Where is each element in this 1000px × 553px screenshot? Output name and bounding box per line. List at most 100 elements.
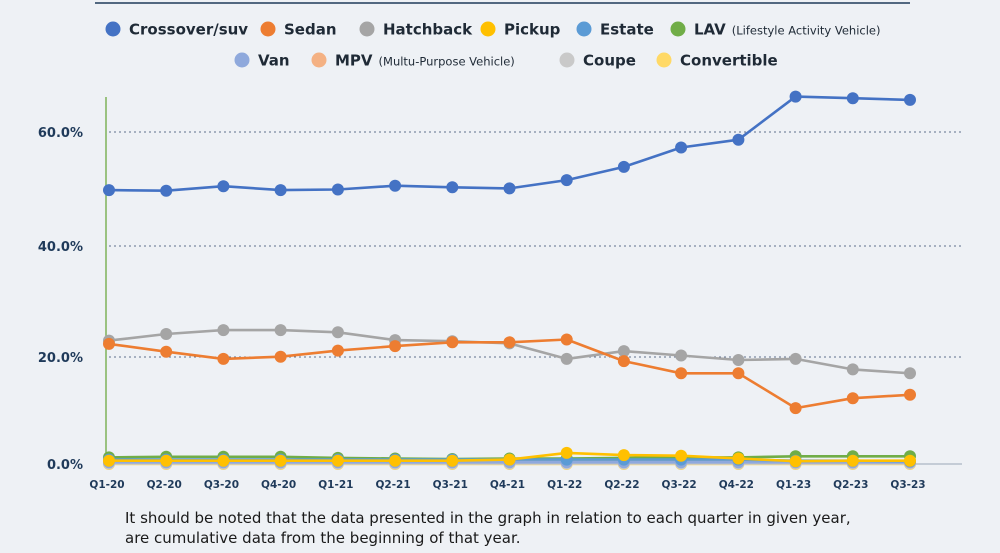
data-point-pickup (789, 455, 802, 468)
data-point-pickup (846, 454, 859, 467)
data-point-hatchback (675, 349, 688, 362)
data-point-crossover-suv (217, 180, 230, 193)
legend-sublabel: (Multu-Purpose Vehicle) (379, 55, 515, 69)
legend-marker (105, 21, 121, 37)
y-tick-label: 20.0% (38, 351, 83, 366)
legend-marker (559, 52, 575, 68)
legend-item-coupe: Coupe (559, 52, 636, 70)
legend-label: Estate (600, 21, 654, 39)
data-point-pickup (446, 454, 459, 467)
legend-label: Pickup (504, 21, 561, 39)
legend-item-hatchback: Hatchback (359, 21, 473, 39)
legend-item-sedan: Sedan (260, 21, 337, 39)
data-point-hatchback (274, 324, 287, 337)
data-point-crossover-suv (160, 184, 173, 197)
series-line-crossover-suv (108, 95, 911, 192)
legend-label: Coupe (583, 52, 636, 70)
data-point-crossover-suv (103, 184, 115, 197)
x-tick-label: Q3-21 (433, 479, 468, 491)
data-point-pickup (331, 454, 344, 467)
data-point-hatchback (732, 354, 745, 366)
x-tick-label: Q3-20 (204, 479, 239, 491)
legend-marker (311, 52, 327, 68)
legend-item-crossover-suv: Crossover/suv (105, 21, 248, 39)
legend-item-lav: LAV (Lifestyle Activity Vehicle) (670, 21, 881, 39)
data-point-sedan (675, 367, 688, 380)
legend-marker (670, 21, 686, 37)
data-point-sedan (446, 336, 459, 349)
data-point-crossover-suv (846, 92, 859, 105)
footnote-line-1: It should be noted that the data present… (125, 509, 851, 527)
data-point-hatchback (789, 352, 802, 365)
data-point-sedan (617, 355, 630, 368)
legend-label: LAV (Lifestyle Activity Vehicle) (694, 21, 881, 39)
data-point-crossover-suv (732, 133, 745, 146)
x-tick-label: Q4-22 (719, 479, 754, 491)
data-point-pickup (560, 446, 573, 459)
x-tick-label: Q1-23 (776, 479, 811, 491)
data-point-hatchback (617, 345, 630, 358)
data-point-crossover-suv (503, 182, 516, 195)
legend-label: Crossover/suv (129, 21, 248, 39)
x-tick-label: Q4-20 (261, 479, 296, 491)
data-point-crossover-suv (331, 183, 344, 196)
data-point-sedan (103, 337, 115, 350)
data-point-pickup (503, 453, 516, 466)
data-point-crossover-suv (789, 90, 802, 103)
legend-marker (359, 21, 375, 37)
series-sedan (103, 333, 916, 415)
legend-marker (234, 52, 250, 68)
legend-label: MPV (Multu-Purpose Vehicle) (335, 52, 515, 70)
series-pickup (103, 446, 916, 468)
series-line-sedan (108, 338, 911, 410)
legend-item-convertible: Convertible (656, 52, 778, 70)
data-point-hatchback (560, 352, 573, 365)
x-tick-label: Q3-23 (890, 479, 925, 491)
legend-item-mpv: MPV (Multu-Purpose Vehicle) (311, 52, 515, 70)
legend-item-estate: Estate (576, 21, 654, 39)
footnote-line-2: are cumulative data from the beginning o… (125, 529, 521, 547)
legend-marker (576, 21, 592, 37)
data-point-sedan (503, 336, 516, 349)
data-point-pickup (617, 449, 630, 462)
x-tick-label: Q1-20 (89, 479, 124, 491)
x-tick-label: Q3-22 (662, 479, 697, 491)
legend-sublabel: (Lifestyle Activity Vehicle) (732, 24, 881, 38)
y-tick-label: 60.0% (38, 126, 83, 141)
legend-label: Convertible (680, 52, 778, 70)
legend-label: Hatchback (383, 21, 473, 39)
legend-marker (656, 52, 672, 68)
data-point-pickup (160, 454, 173, 467)
data-point-hatchback (217, 324, 230, 337)
x-tick-label: Q1-21 (318, 479, 353, 491)
data-point-pickup (103, 454, 115, 467)
x-tick-label: Q2-22 (604, 479, 639, 491)
data-point-crossover-suv (675, 141, 688, 154)
data-point-hatchback (904, 367, 916, 380)
data-point-pickup (274, 454, 287, 467)
data-point-crossover-suv (904, 93, 916, 106)
legend-marker (480, 21, 496, 37)
data-point-crossover-suv (446, 181, 459, 194)
legend-marker (260, 21, 276, 37)
data-point-hatchback (846, 363, 859, 376)
data-point-crossover-suv (274, 184, 287, 197)
data-point-sedan (789, 402, 802, 415)
legend-item-van: Van (234, 52, 290, 70)
data-point-sedan (389, 340, 402, 353)
data-point-sedan (846, 392, 859, 405)
x-tick-label: Q4-21 (490, 479, 525, 491)
data-point-pickup (904, 454, 916, 467)
y-tick-label: 40.0% (38, 240, 83, 255)
data-point-sedan (560, 333, 573, 346)
data-point-sedan (160, 345, 173, 358)
legend-label: Sedan (284, 21, 337, 39)
series-crossover-suv (103, 90, 916, 197)
data-point-sedan (732, 367, 745, 380)
data-point-pickup (389, 454, 402, 467)
data-point-crossover-suv (389, 179, 402, 192)
series-hatchback (103, 324, 916, 380)
x-tick-label: Q2-20 (147, 479, 182, 491)
x-tick-label: Q1-22 (547, 479, 582, 491)
